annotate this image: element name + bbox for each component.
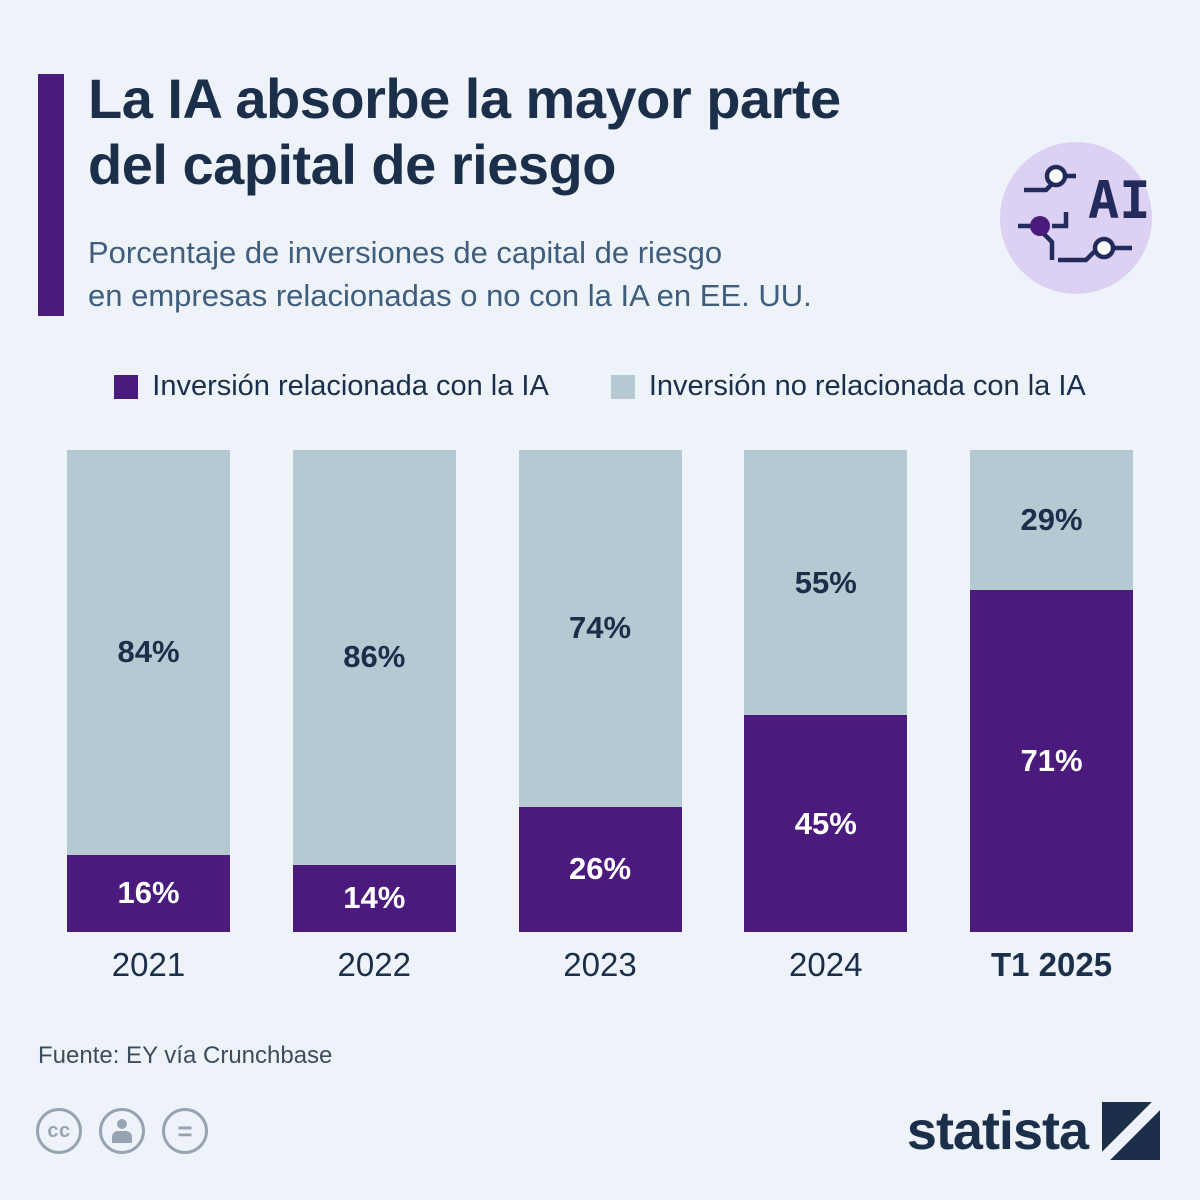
- segment-value-label: 16%: [117, 875, 180, 911]
- x-axis-label: 2023: [563, 946, 637, 983]
- page-subtitle: Porcentaje de inversiones de capital de …: [88, 232, 812, 318]
- legend-swatch-non-ai: [610, 374, 635, 399]
- legend-item-ai: Inversión relacionada con la IA: [114, 370, 549, 403]
- x-axis-label: T1 2025: [990, 946, 1113, 983]
- ai-circuit-icon: AI: [1000, 142, 1152, 294]
- bar-column: 84% 16% 2021: [67, 450, 230, 984]
- segment-value-label: 26%: [568, 851, 632, 887]
- bar-column: 86% 14% 2022: [292, 450, 456, 984]
- equals-icon: =: [162, 1108, 208, 1154]
- title-line-2: del capital de riesgo: [88, 132, 616, 196]
- segment-non-ai: 86%: [292, 450, 456, 865]
- bar-stack: 86% 14%: [292, 450, 456, 932]
- segment-ai: 45%: [744, 715, 908, 932]
- bar-stack: 55% 45%: [744, 450, 908, 932]
- statista-mark-icon: [1102, 1102, 1160, 1160]
- segment-non-ai: 55%: [744, 450, 908, 716]
- segment-value-label: 86%: [343, 639, 406, 675]
- bar-stack: 74% 26%: [518, 450, 682, 932]
- legend-item-non-ai: Inversión no relacionada con la IA: [610, 370, 1086, 403]
- bar-column: 55% 45% 2024: [744, 450, 908, 984]
- bar-stack: 84% 16%: [67, 450, 230, 932]
- x-axis-label: 2022: [337, 946, 411, 983]
- title-line-1: La IA absorbe la mayor parte: [88, 67, 841, 130]
- bar-column: 29% 71% T1 2025: [970, 450, 1133, 984]
- legend-label-non-ai: Inversión no relacionada con la IA: [648, 370, 1086, 402]
- statista-logo: statista: [907, 1100, 1160, 1162]
- segment-value-label: 84%: [117, 634, 180, 670]
- segment-ai: 71%: [970, 589, 1133, 932]
- bar-chart: 84% 16% 2021 86% 14% 2022 74% 26% 2023 55% 45% 2024…: [67, 450, 1133, 984]
- x-axis-label: 2021: [111, 946, 186, 983]
- segment-value-label: 45%: [794, 805, 857, 841]
- cc-icon: cc: [36, 1108, 82, 1154]
- attribution-person-icon: [99, 1108, 145, 1154]
- segment-value-label: 71%: [1020, 742, 1083, 778]
- segment-value-label: 29%: [1020, 501, 1083, 537]
- legend-label-ai: Inversión relacionada con la IA: [152, 370, 549, 402]
- bar-column: 74% 26% 2023: [518, 450, 682, 984]
- segment-non-ai: 74%: [518, 450, 682, 807]
- source-note: Fuente: EY vía Crunchbase: [38, 1042, 333, 1069]
- segment-non-ai: 84%: [67, 450, 230, 855]
- bar-stack: 29% 71%: [970, 450, 1133, 932]
- segment-non-ai: 29%: [970, 450, 1133, 590]
- legend: Inversión relacionada con la IA Inversió…: [0, 370, 1200, 403]
- x-axis-label: 2024: [789, 946, 863, 983]
- subtitle-line-1: Porcentaje de inversiones de capital de …: [88, 235, 723, 270]
- title-accent-bar: [38, 74, 64, 316]
- legend-swatch-ai: [114, 374, 139, 399]
- segment-ai: 26%: [518, 806, 682, 932]
- statista-wordmark: statista: [906, 1101, 1089, 1161]
- license-icons: cc =: [36, 1108, 208, 1154]
- segment-value-label: 55%: [794, 564, 857, 600]
- segment-value-label: 74%: [568, 610, 632, 646]
- ai-badge-text: AI: [1088, 171, 1151, 231]
- segment-ai: 14%: [292, 864, 456, 932]
- subtitle-line-2: en empresas relacionadas o no con la IA …: [88, 277, 812, 313]
- segment-ai: 16%: [67, 854, 230, 932]
- page-title: La IA absorbe la mayor parte del capital …: [88, 66, 841, 197]
- segment-value-label: 14%: [343, 880, 406, 916]
